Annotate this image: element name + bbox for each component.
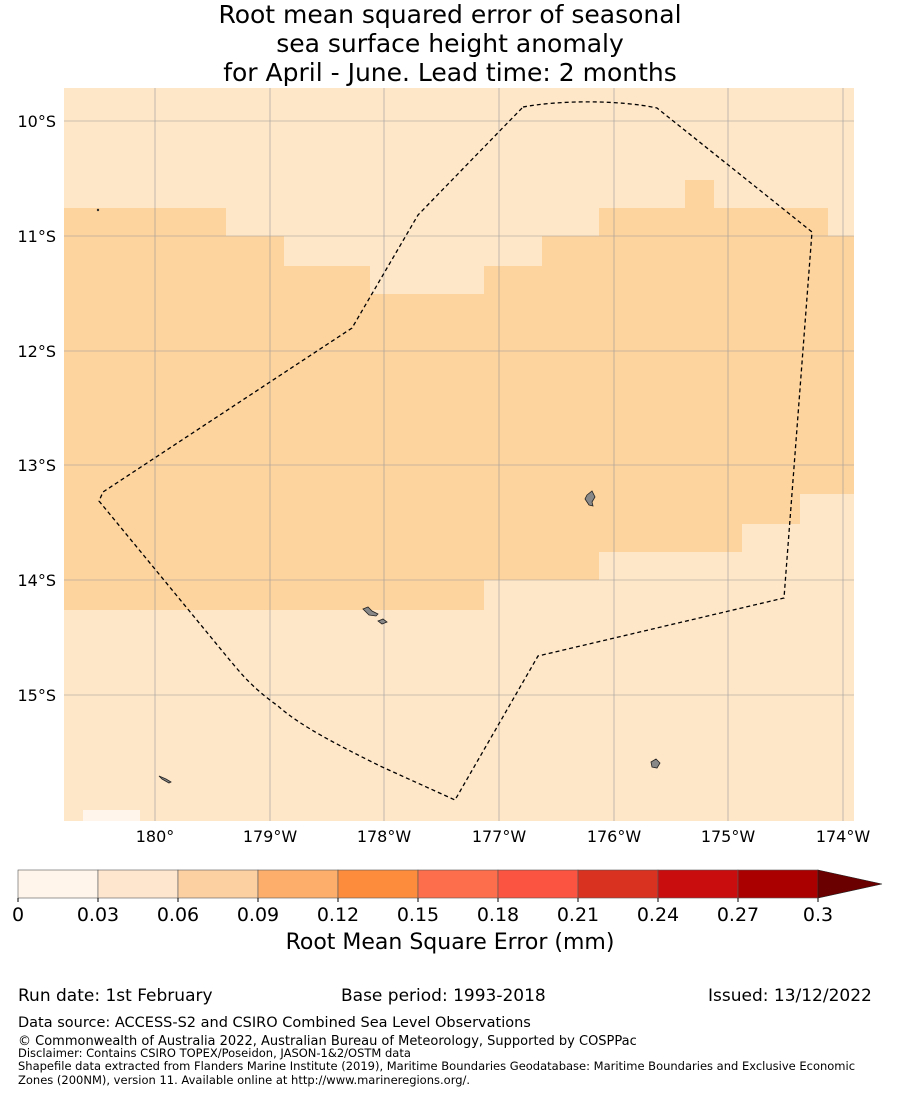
colorbar-extend-arrow — [817, 869, 883, 899]
map-title: Root mean squared error of seasonal sea … — [0, 0, 900, 87]
land-islands — [96, 208, 661, 784]
colorbar-tick-label: 0.12 — [317, 904, 359, 926]
colorbar-swatch — [177, 869, 259, 899]
colorbar-tick-label: 0.18 — [477, 904, 519, 926]
colorbar-swatch — [497, 869, 579, 899]
base-period: Base period: 1993-2018 — [341, 986, 546, 1006]
lat-label: 11°S — [17, 227, 56, 246]
island-1 — [584, 490, 596, 507]
cell-mid-7 — [542, 236, 599, 266]
colorbar-tick-label: 0.03 — [77, 904, 119, 926]
rmse-cells — [64, 88, 854, 821]
eez-boundary — [98, 101, 813, 801]
colorbar-tick-label: 0.27 — [717, 904, 759, 926]
shapefile-credit-1: Shapefile data extracted from Flanders M… — [18, 1059, 856, 1073]
cell-mid-6 — [484, 266, 599, 580]
colorbar-swatch — [17, 869, 99, 899]
colorbar-tick-label: 0.09 — [237, 904, 279, 926]
rmse-map: 10°S11°S12°S13°S14°S15°S 180° 179°W 178°W 1… — [12, 88, 883, 926]
colorbar-tick-label: 0.24 — [637, 904, 679, 926]
colorbar-tick-label: 0.21 — [557, 904, 599, 926]
title-line-3: for April - June. Lead time: 2 months — [223, 58, 677, 87]
run-date: Run date: 1st February — [18, 986, 213, 1006]
cell-light-notch — [83, 810, 140, 821]
colorbar-tick-label: 0.15 — [397, 904, 439, 926]
title-line-2: sea surface height anomaly — [276, 29, 624, 58]
island-4 — [650, 758, 661, 769]
colorbar-swatch — [337, 869, 419, 899]
shapefile-credit-2: Zones (200NM), version 11. Available onl… — [18, 1073, 471, 1087]
cell-mid-2 — [64, 236, 284, 266]
lon-label: 176°W — [587, 827, 642, 846]
colorbar-label: Root Mean Square Error (mm) — [285, 930, 615, 955]
island-6 — [96, 208, 100, 212]
longitude-labels: 180° 179°W 178°W 177°W 176°W 175°W 174°W — [136, 827, 871, 846]
cell-mid-8 — [599, 208, 685, 552]
graticule — [64, 88, 854, 821]
lon-label: 180° — [136, 827, 175, 846]
lat-label: 14°S — [17, 571, 56, 590]
island-2 — [362, 606, 379, 617]
copyright: © Commonwealth of Australia 2022, Austra… — [18, 1034, 637, 1049]
lon-label: 175°W — [701, 827, 756, 846]
colorbar-ticks: 0 0.03 0.06 0.09 0.12 0.15 0.18 0.21 0.24 0.27 0.3 — [12, 898, 833, 926]
lat-label: 10°S — [17, 112, 56, 131]
lon-label: 179°W — [243, 827, 298, 846]
cell-mid-1 — [64, 208, 226, 236]
latitude-labels: 10°S 11°S 12°S 13°S 14°S 15°S — [17, 112, 56, 705]
colorbar-swatch — [257, 869, 339, 899]
colorbar-swatch — [737, 869, 819, 899]
lat-label: 13°S — [17, 456, 56, 475]
colorbar — [17, 869, 883, 899]
lat-label: 12°S — [17, 342, 56, 361]
colorbar-tick-label: 0.3 — [803, 904, 833, 926]
data-source: Data source: ACCESS-S2 and CSIRO Combine… — [18, 1015, 531, 1031]
lon-label: 177°W — [472, 827, 527, 846]
lat-label: 15°S — [17, 686, 56, 705]
cell-mid-11 — [742, 208, 800, 524]
island-5 — [158, 775, 172, 784]
island-3 — [377, 618, 388, 625]
title-line-1: Root mean squared error of seasonal — [218, 0, 682, 29]
cell-mid-3 — [64, 266, 370, 294]
colorbar-tick-label: 0 — [12, 904, 24, 926]
disclaimer: Disclaimer: Contains CSIRO TOPEX/Poseido… — [18, 1046, 411, 1060]
lon-label: 174°W — [816, 827, 871, 846]
colorbar-swatch — [97, 869, 179, 899]
cell-mid-9 — [685, 180, 714, 552]
cell-mid-13 — [828, 236, 854, 494]
cell-mid-4 — [64, 294, 484, 580]
colorbar-tick-label: 0.06 — [157, 904, 199, 926]
lon-label: 178°W — [357, 827, 412, 846]
issued-date: Issued: 13/12/2022 — [708, 986, 872, 1006]
colorbar-swatch — [577, 869, 659, 899]
colorbar-swatch — [417, 869, 499, 899]
cell-mid-5 — [64, 580, 484, 610]
colorbar-swatch — [657, 869, 739, 899]
